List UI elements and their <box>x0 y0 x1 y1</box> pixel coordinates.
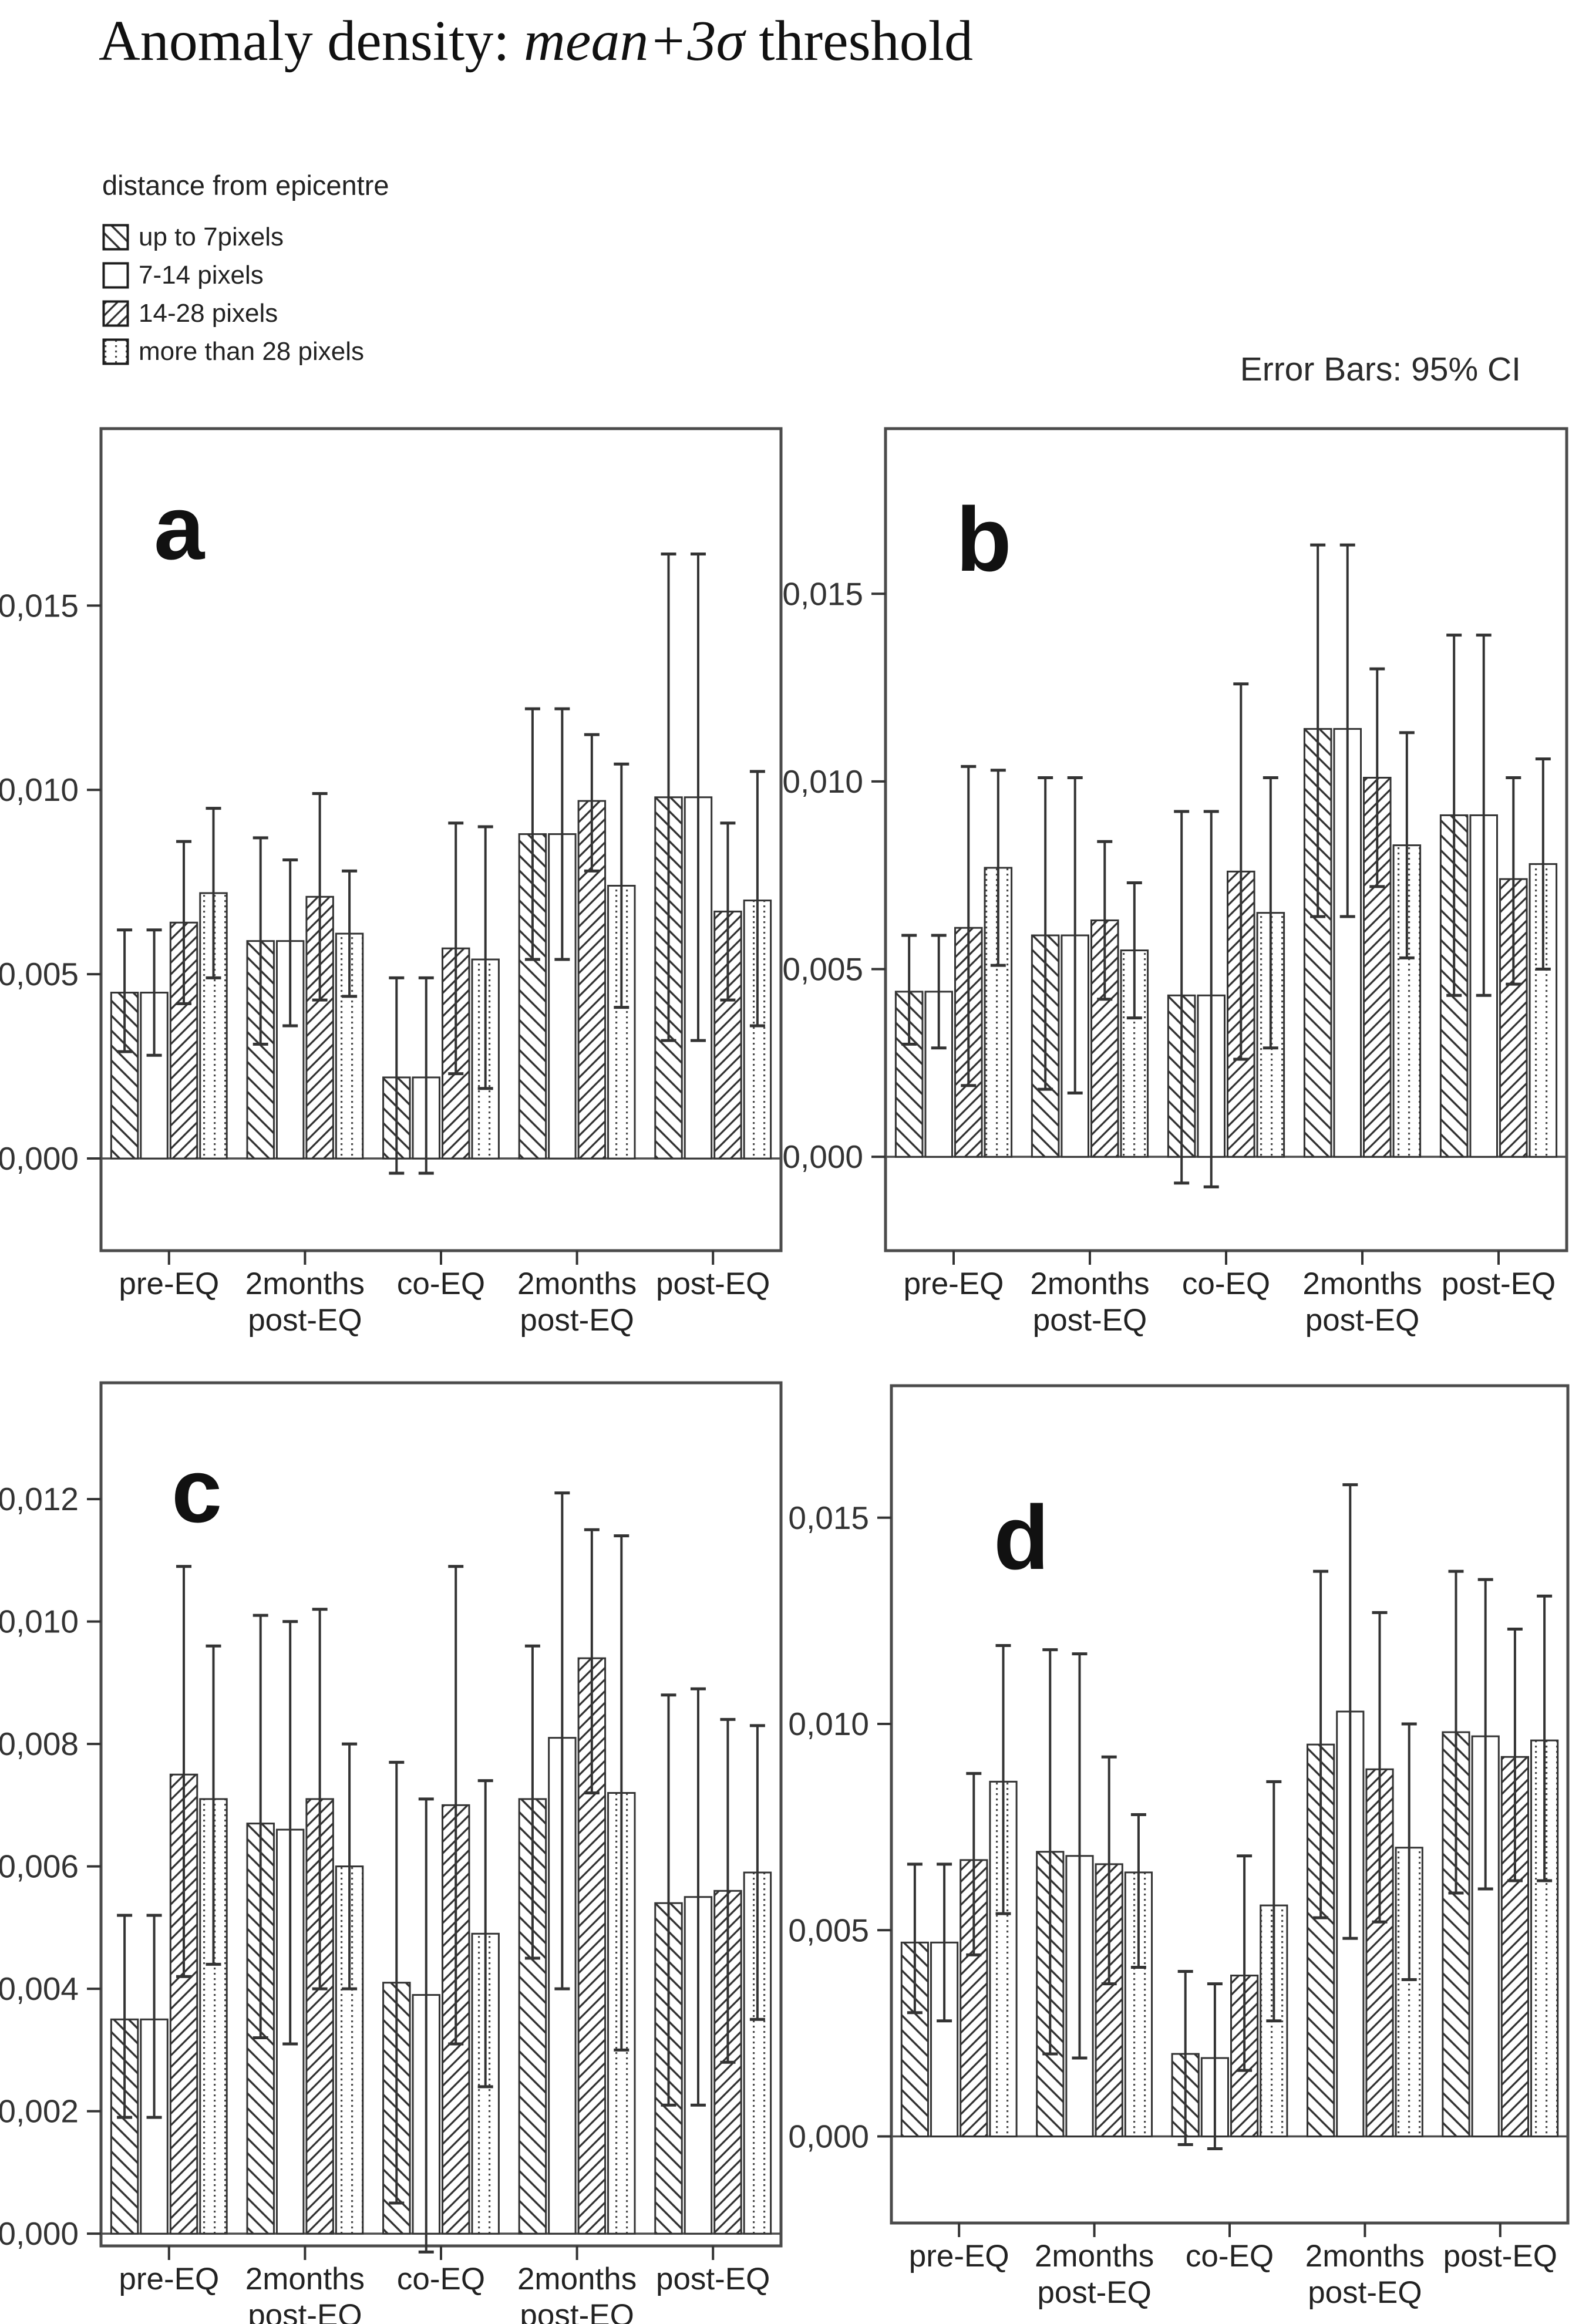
legend-items: up to 7pixels 7-14 pixels 14-28 pixels more… <box>102 218 389 371</box>
legend-swatch-fill <box>102 224 129 250</box>
legend-swatch-fill <box>102 262 129 288</box>
x-axis-label: 2months <box>1030 1267 1149 1301</box>
y-axis-label: 0,005 <box>788 1912 869 1948</box>
legend-swatch-hatch-slash-icon <box>102 300 129 326</box>
x-axis-label: 2months <box>245 2262 365 2296</box>
x-axis-label: post-EQ <box>1442 1267 1556 1301</box>
x-axis-label: post-EQ <box>656 1267 770 1301</box>
legend: distance from epicentre up to 7pixels 7-1… <box>102 169 389 371</box>
x-axis-label: 2months <box>1305 2239 1425 2274</box>
y-axis-label: 0,000 <box>782 1139 863 1175</box>
panel-c: 0,000 0,002 0,004 0,006 0,008 0,010 0,012 pre-E… <box>0 1381 783 2324</box>
figure-title-prefix: Anomaly density: <box>99 9 524 73</box>
legend-item-4: more than 28 pixels <box>102 332 389 371</box>
figure-title: Anomaly density: mean+3σ threshold <box>99 8 973 74</box>
legend-item-2: 7-14 pixels <box>102 256 389 294</box>
panel-letter-d: d <box>994 1487 1049 1588</box>
y-axis-label: 0,015 <box>788 1500 869 1536</box>
x-axis-label: post-EQ <box>520 2298 634 2324</box>
x-axis-label: pre-EQ <box>119 1267 219 1301</box>
y-axis-label: 0,002 <box>0 2093 79 2130</box>
legend-title: distance from epicentre <box>102 170 389 201</box>
y-axis-label: 0,015 <box>782 575 863 612</box>
y-axis-label: 0,010 <box>0 772 79 808</box>
legend-swatch-fill <box>102 300 129 326</box>
y-axis-label: 0,012 <box>0 1481 79 1517</box>
legend-item-label: up to 7pixels <box>139 222 284 251</box>
x-axis-label: post-EQ <box>1308 2275 1422 2310</box>
legend-swatch-fill <box>102 338 129 365</box>
x-axis-label: co-EQ <box>397 2262 485 2296</box>
x-axis-label: 2months <box>245 1267 365 1301</box>
x-axis-label: pre-EQ <box>119 2262 219 2296</box>
x-axis-label: 2months <box>517 2262 637 2296</box>
x-axis-label: pre-EQ <box>909 2239 1009 2274</box>
panel-letter-c: c <box>171 1440 222 1541</box>
x-axis-label: post-EQ <box>248 2298 362 2324</box>
y-axis-label: 0,008 <box>0 1726 79 1762</box>
y-axis-label: 0,005 <box>782 951 863 988</box>
legend-swatch-dots-icon <box>102 338 129 365</box>
legend-swatch-hatch-backslash-icon <box>102 224 129 250</box>
x-axis-label: pre-EQ <box>904 1267 1004 1301</box>
x-axis-label: post-EQ <box>1305 1303 1419 1338</box>
figure-title-suffix: threshold <box>744 9 974 73</box>
legend-item-label: more than 28 pixels <box>139 336 364 366</box>
x-axis-label: co-EQ <box>1186 2239 1274 2274</box>
y-axis-label: 0,006 <box>0 1848 79 1885</box>
figure-title-italic: mean+3σ <box>524 9 745 73</box>
x-axis-label: co-EQ <box>397 1267 485 1301</box>
x-axis-label: post-EQ <box>1037 2275 1151 2310</box>
x-axis-label: post-EQ <box>1033 1303 1147 1338</box>
panel-letter-a: a <box>154 477 206 578</box>
y-axis-label: 0,000 <box>788 2118 869 2154</box>
y-axis-label: 0,004 <box>0 1971 79 2007</box>
bar <box>518 833 547 1160</box>
legend-item-3: 14-28 pixels <box>102 294 389 332</box>
x-axis-label: post-EQ <box>656 2262 770 2296</box>
bar <box>930 1941 959 2137</box>
x-axis-label: 2months <box>1302 1267 1422 1301</box>
x-axis-label: post-EQ <box>248 1303 362 1338</box>
error-bars-note: Error Bars: 95% CI <box>1240 351 1521 388</box>
legend-item-label: 14-28 pixels <box>139 298 278 328</box>
y-axis-label: 0,000 <box>0 2215 79 2252</box>
legend-item-label: 7-14 pixels <box>139 260 264 289</box>
legend-swatch-plain-icon <box>102 262 129 288</box>
x-axis-label: 2months <box>1035 2239 1154 2274</box>
x-axis-label: 2months <box>517 1267 637 1301</box>
y-axis-label: 0,015 <box>0 587 79 624</box>
y-axis-label: 0,010 <box>0 1604 79 1640</box>
y-axis-label: 0,005 <box>0 956 79 992</box>
y-axis-label: 0,010 <box>788 1706 869 1742</box>
legend-item-1: up to 7pixels <box>102 218 389 256</box>
x-axis-label: co-EQ <box>1182 1267 1270 1301</box>
y-axis-label: 0,000 <box>0 1140 79 1177</box>
panel-letter-b: b <box>956 489 1012 590</box>
y-axis-label: 0,010 <box>782 763 863 800</box>
x-axis-label: post-EQ <box>520 1303 634 1338</box>
x-axis-label: post-EQ <box>1443 2239 1557 2274</box>
